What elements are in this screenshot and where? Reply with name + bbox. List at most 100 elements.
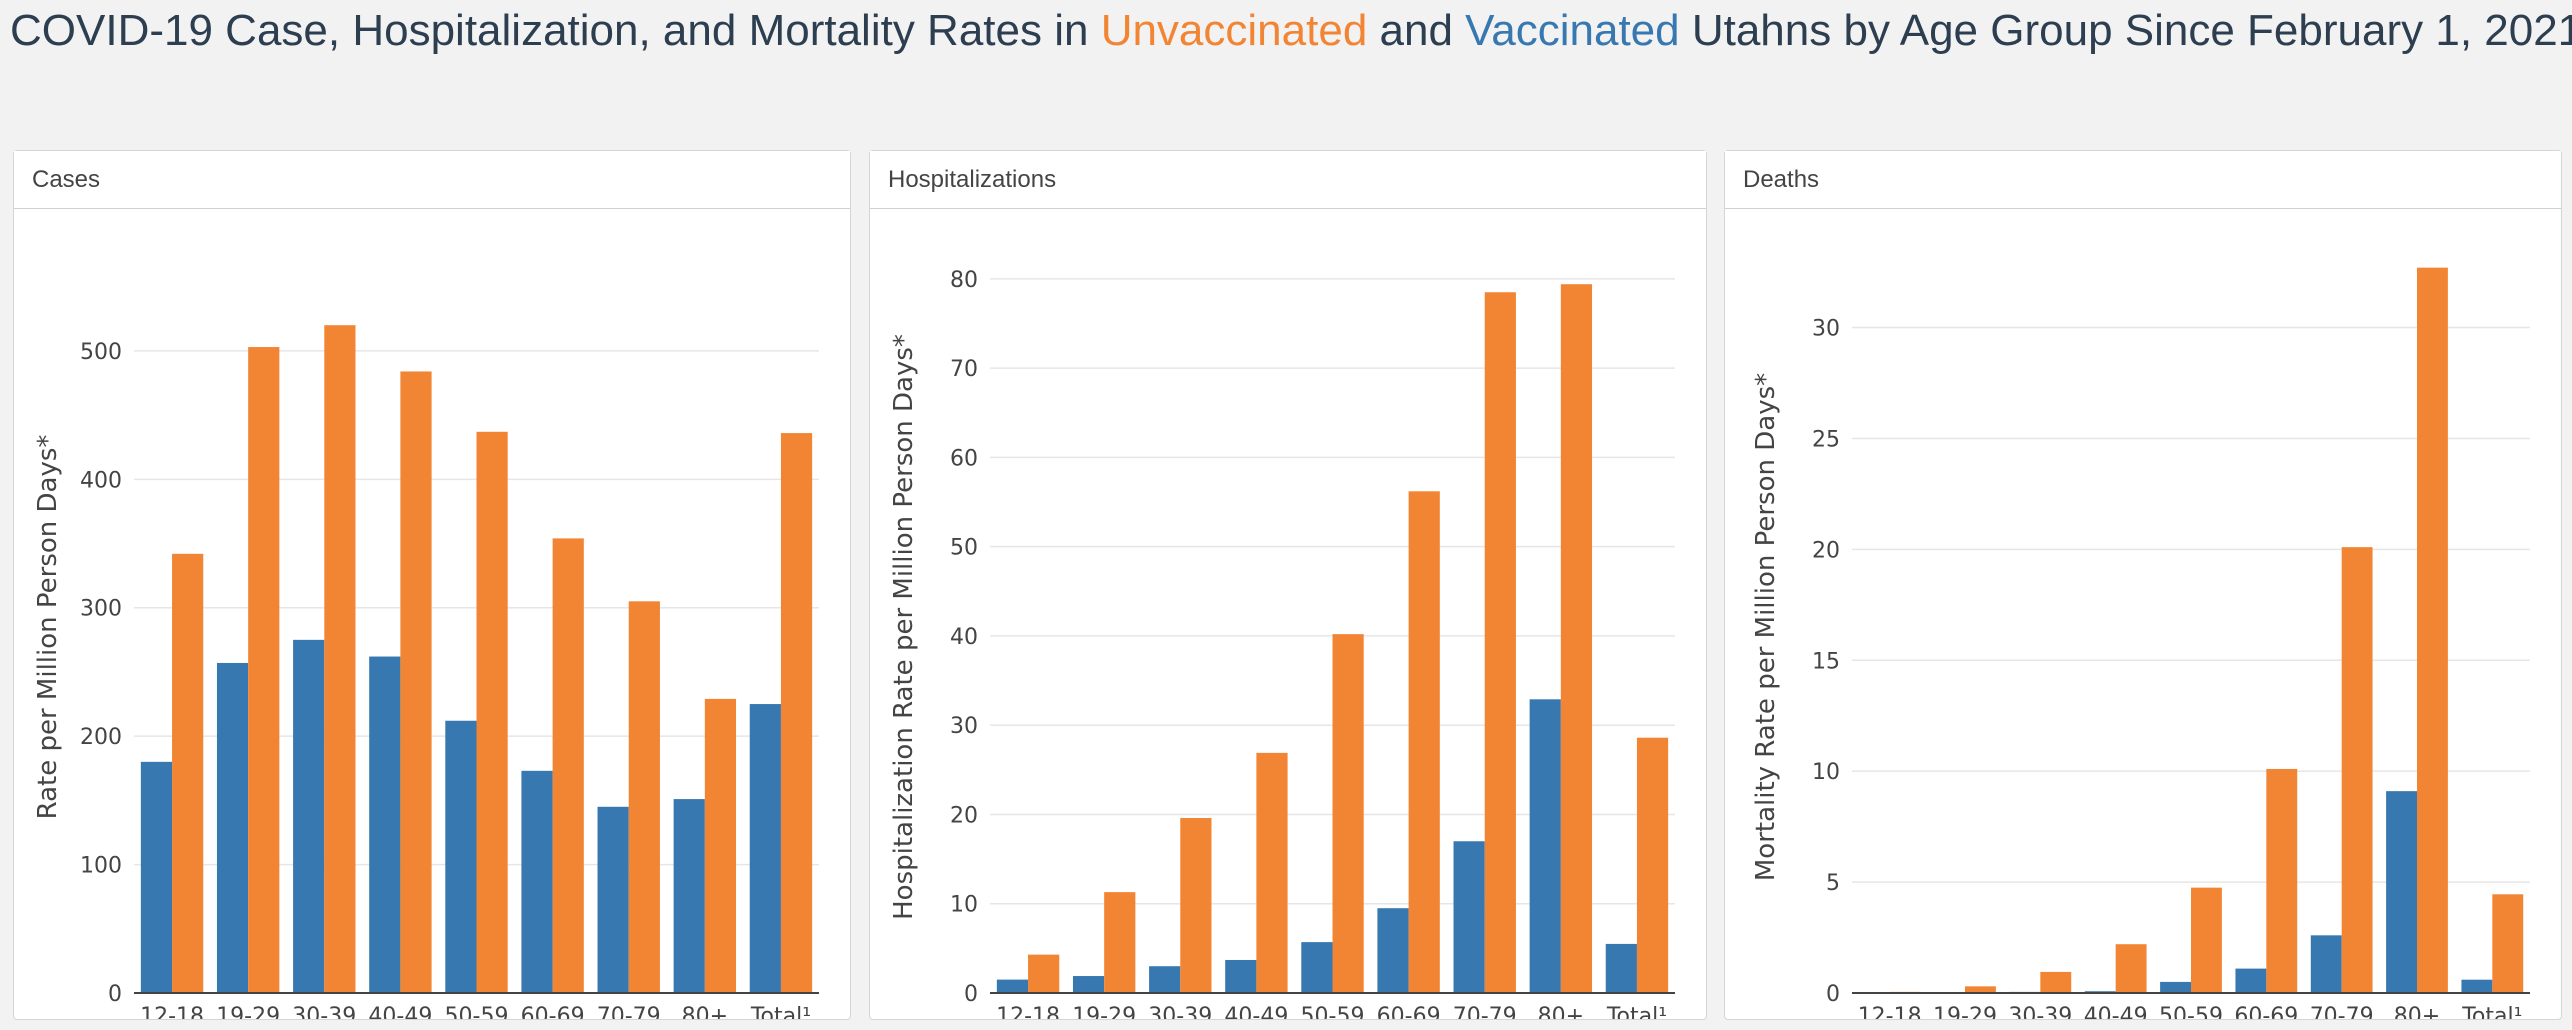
bar-unvaccinated xyxy=(628,601,660,993)
x-tick-label: 70-79 xyxy=(2310,1004,2374,1019)
bar-vaccinated xyxy=(2386,791,2417,993)
y-tick-label: 20 xyxy=(1812,538,1840,563)
y-tick-label: 0 xyxy=(1826,982,1840,1007)
bar-vaccinated xyxy=(1149,966,1181,993)
y-tick-label: 40 xyxy=(950,625,978,650)
bar-unvaccinated xyxy=(552,538,584,993)
page-title: COVID-19 Case, Hospitalization, and Mort… xyxy=(10,2,2572,60)
bar-unvaccinated xyxy=(400,371,432,993)
title-middle: and xyxy=(1367,6,1466,55)
y-tick-label: 70 xyxy=(950,357,978,382)
x-tick-label: 30-39 xyxy=(292,1004,356,1019)
bar-unvaccinated xyxy=(1560,284,1593,994)
bar-vaccinated xyxy=(1072,976,1105,993)
x-tick-label: 12-18 xyxy=(996,1004,1060,1019)
bar-unvaccinated xyxy=(1180,818,1212,993)
y-tick-label: 60 xyxy=(950,446,978,471)
bar-unvaccinated xyxy=(2492,894,2524,993)
x-tick-label: 60-69 xyxy=(1377,1004,1441,1019)
hospitalizations-chart: 0 10 20 30 40 50 60 70 80 12-18 19-29 30-39 40-49 50-… xyxy=(889,268,1675,1019)
x-tick-label: Total¹ xyxy=(1606,1004,1667,1019)
bar-vaccinated xyxy=(1225,959,1257,993)
x-tick-label: 50-59 xyxy=(1301,1004,1365,1019)
bar-unvaccinated xyxy=(2191,887,2222,993)
x-tick-label: 70-79 xyxy=(597,1004,661,1019)
bar-vaccinated xyxy=(293,639,325,993)
bar-unvaccinated xyxy=(2040,971,2072,993)
bar-unvaccinated xyxy=(324,325,356,993)
y-axis-title: Mortality Rate per Million Person Days* xyxy=(1751,373,1781,881)
cases-panel-title: Cases xyxy=(14,151,850,209)
x-tick-label: 30-39 xyxy=(2008,1004,2072,1019)
y-tick-label: 20 xyxy=(950,803,978,828)
bar-unvaccinated xyxy=(780,433,813,993)
x-tick-label: 19-29 xyxy=(216,1004,280,1019)
bar-vaccinated xyxy=(2461,979,2493,993)
y-tick-label: 0 xyxy=(108,982,122,1007)
x-tick-label: 40-49 xyxy=(1224,1004,1288,1019)
x-tick-label: 40-49 xyxy=(2084,1004,2148,1019)
bar-vaccinated xyxy=(1301,942,1333,993)
bar-vaccinated xyxy=(673,799,705,993)
x-tick-label: Total¹ xyxy=(750,1004,811,1019)
bar-vaccinated xyxy=(1605,943,1637,993)
x-tick-label: 70-79 xyxy=(1453,1004,1517,1019)
y-tick-label: 80 xyxy=(950,268,978,293)
hospitalizations-panel: Hospitalizations 0 10 20 30 40 50 60 70 80 12-18 1… xyxy=(869,150,1707,1020)
bar-unvaccinated xyxy=(2341,547,2373,993)
bar-unvaccinated xyxy=(1965,986,1996,993)
bar-vaccinated xyxy=(749,704,781,993)
bar-unvaccinated xyxy=(1256,752,1288,993)
y-tick-label: 10 xyxy=(950,893,978,918)
x-tick-label: 50-59 xyxy=(2159,1004,2223,1019)
bar-unvaccinated xyxy=(1028,954,1060,993)
y-tick-label: 200 xyxy=(80,725,122,750)
bar-unvaccinated xyxy=(704,698,737,993)
y-tick-label: 30 xyxy=(950,714,978,739)
bar-unvaccinated xyxy=(1408,491,1440,993)
bar-vaccinated xyxy=(1453,841,1485,993)
bar-vaccinated xyxy=(521,770,553,993)
bar-vaccinated xyxy=(2235,968,2267,993)
bar-vaccinated xyxy=(2310,935,2342,993)
x-tick-label: 60-69 xyxy=(2234,1004,2298,1019)
bar-unvaccinated xyxy=(2115,944,2147,993)
deaths-chart: 0 5 10 15 20 25 30 12-18 19-29 30-39 40-49 50-59 60-… xyxy=(1751,267,2530,1019)
y-tick-label: 100 xyxy=(80,854,122,879)
y-tick-label: 0 xyxy=(964,982,978,1007)
deaths-panel: Deaths 0 5 10 15 20 25 30 12-18 19-29 30-39 40-49 5… xyxy=(1724,150,2562,1020)
x-tick-label: 80+ xyxy=(682,1004,728,1019)
bar-unvaccinated xyxy=(476,431,508,993)
x-tick-label: 19-29 xyxy=(1072,1004,1136,1019)
bar-unvaccinated xyxy=(2266,768,2298,993)
y-tick-label: 400 xyxy=(80,468,122,493)
deaths-panel-title: Deaths xyxy=(1725,151,2561,209)
bar-unvaccinated xyxy=(172,553,204,993)
y-axis-title: Hospitalization Rate per Million Person … xyxy=(889,334,919,920)
y-tick-label: 50 xyxy=(950,536,978,561)
hospitalizations-panel-title: Hospitalizations xyxy=(870,151,1706,209)
bar-vaccinated xyxy=(2160,981,2191,993)
cases-chart: 0 100 200 300 400 500 12-18 19-29 30-39 40-49 50-5… xyxy=(33,325,819,1019)
y-tick-label: 25 xyxy=(1812,427,1840,452)
bar-vaccinated xyxy=(1529,699,1561,993)
title-suffix: Utahns by Age Group Since February 1, 20… xyxy=(1679,6,2572,55)
bar-unvaccinated xyxy=(1484,292,1516,993)
x-tick-label: 19-29 xyxy=(1933,1004,1997,1019)
bar-vaccinated xyxy=(140,761,173,993)
bar-unvaccinated xyxy=(248,347,280,993)
x-tick-label: Total¹ xyxy=(2461,1004,2522,1019)
x-tick-label: 80+ xyxy=(1538,1004,1584,1019)
title-vaccinated: Vaccinated xyxy=(1465,6,1680,55)
y-tick-label: 10 xyxy=(1812,760,1840,785)
x-tick-label: 40-49 xyxy=(368,1004,432,1019)
bar-unvaccinated xyxy=(2417,267,2448,993)
y-tick-label: 15 xyxy=(1812,649,1840,674)
y-tick-label: 500 xyxy=(80,340,122,365)
x-tick-label: 60-69 xyxy=(521,1004,585,1019)
x-tick-label: 12-18 xyxy=(1858,1004,1922,1019)
bar-unvaccinated xyxy=(1104,892,1136,993)
y-tick-label: 300 xyxy=(80,597,122,622)
y-axis-title: Rate per Million Person Days* xyxy=(33,435,63,820)
bar-vaccinated xyxy=(597,806,629,993)
